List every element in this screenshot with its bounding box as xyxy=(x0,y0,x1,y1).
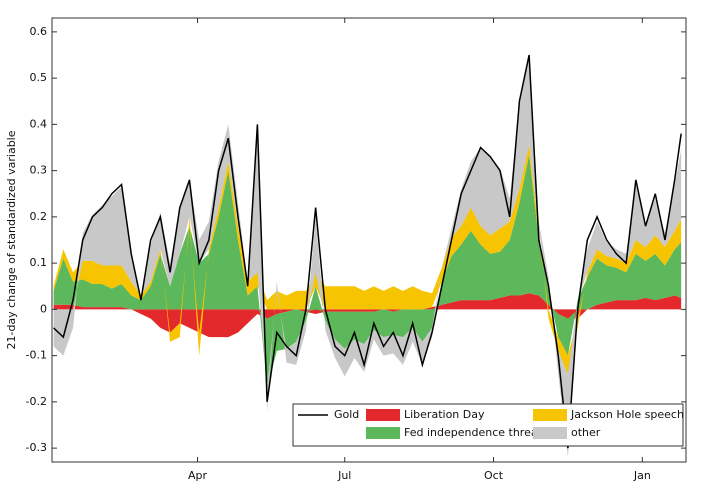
y-tick-label: -0.3 xyxy=(26,441,47,454)
x-tick-label: Jul xyxy=(337,469,351,482)
line xyxy=(53,54,682,449)
y-tick-label: 0.3 xyxy=(30,164,48,177)
area xyxy=(53,293,682,338)
y-tick-label: 0 xyxy=(40,302,47,315)
area xyxy=(53,154,682,388)
plot-frame xyxy=(51,17,687,463)
legend-label: Jackson Hole speech xyxy=(570,408,684,421)
x-tick-label: Jan xyxy=(633,469,651,482)
legend-label: other xyxy=(571,426,601,439)
y-tick-label: 0.2 xyxy=(30,210,48,223)
y-tick-label: 0.1 xyxy=(30,256,48,269)
y-axis-label: 21-day change of standardized variable xyxy=(5,130,18,349)
y-tick-label: -0.1 xyxy=(26,349,47,362)
x-tick-label: Oct xyxy=(484,469,504,482)
legend-box xyxy=(292,403,684,447)
legend-label: Fed independence threat xyxy=(404,426,543,439)
x-tick-label: Apr xyxy=(188,469,208,482)
legend-swatch xyxy=(533,427,567,439)
legend-label: Gold xyxy=(334,408,359,421)
legend-label: Liberation Day xyxy=(404,408,485,421)
area xyxy=(53,52,682,458)
y-tick-label: 0.4 xyxy=(30,117,48,130)
y-tick-label: -0.2 xyxy=(26,395,47,408)
legend-swatch xyxy=(366,427,400,439)
legend-swatch xyxy=(533,409,567,421)
y-tick-label: 0.6 xyxy=(30,25,48,38)
legend-swatch xyxy=(366,409,400,421)
y-tick-label: 0.5 xyxy=(30,71,48,84)
